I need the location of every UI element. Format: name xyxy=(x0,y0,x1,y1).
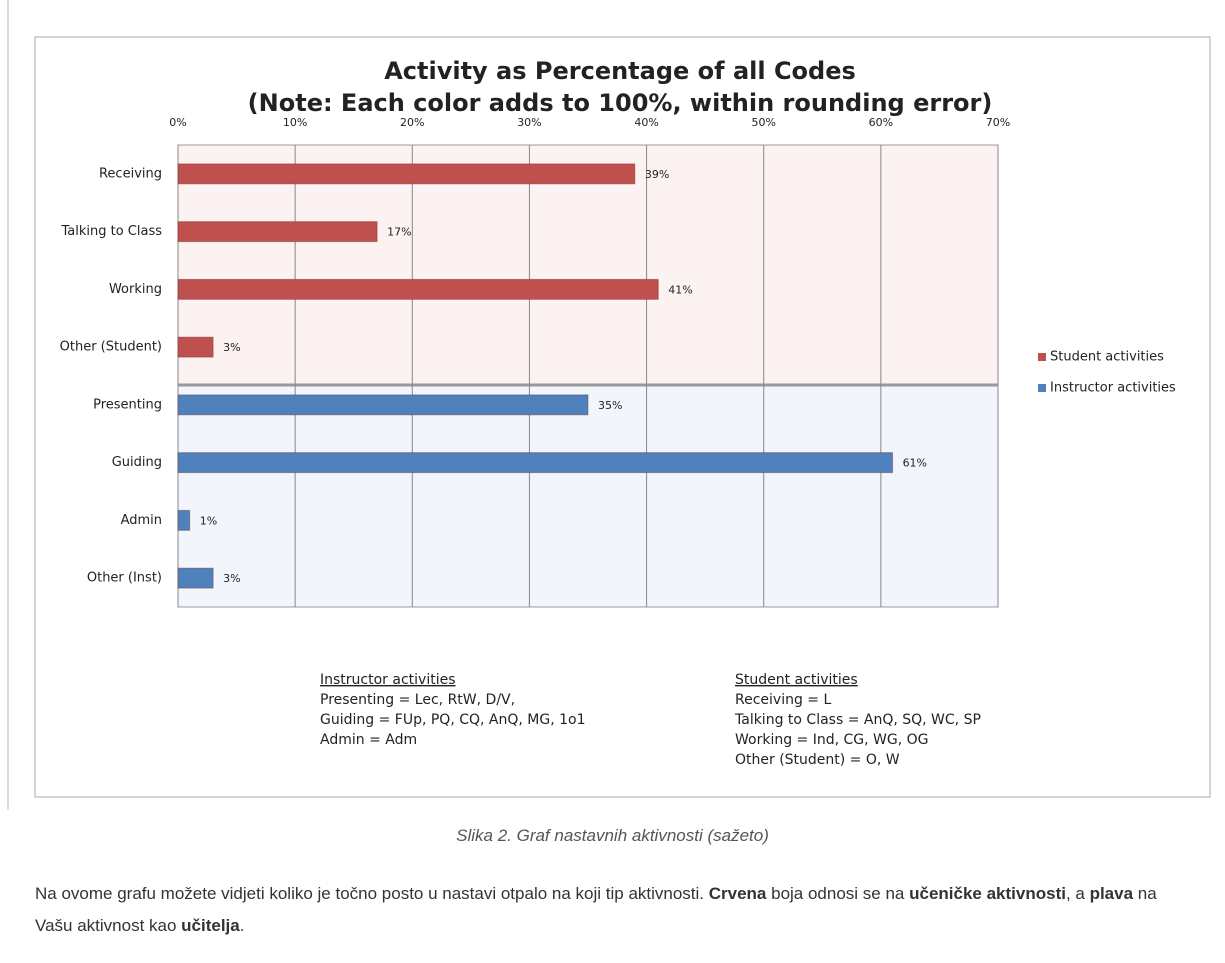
y-tick-label: Guiding xyxy=(112,455,162,470)
caption: Slika 2. Graf nastavnih aktivnosti (saže… xyxy=(456,826,769,845)
y-tick-label: Admin xyxy=(121,513,162,528)
bar xyxy=(177,509,191,531)
bar xyxy=(177,278,659,300)
bold-text: učitelja xyxy=(181,916,240,935)
note-line: Talking to Class = AnQ, SQ, WC, SP xyxy=(734,712,981,728)
y-tick-label: Presenting xyxy=(93,397,162,412)
paragraph: Na ovome grafu možete vidjeti koliko je … xyxy=(35,878,1165,942)
text: boja odnosi se na xyxy=(766,884,910,903)
chart: Activity as Percentage of all Codes (Not… xyxy=(7,0,1211,810)
bar xyxy=(177,452,894,474)
x-tick-label: 30% xyxy=(517,116,541,129)
note-line: Receiving = L xyxy=(735,692,831,708)
bar xyxy=(177,163,636,185)
text: . xyxy=(239,916,245,935)
y-tick-label: Other (Student) xyxy=(60,340,162,355)
x-tick-label: 20% xyxy=(400,116,424,129)
value-label: 3% xyxy=(223,572,240,585)
value-label: 1% xyxy=(200,514,217,527)
x-tick-label: 40% xyxy=(634,116,658,129)
value-label: 35% xyxy=(598,399,622,412)
bar xyxy=(177,221,378,243)
note-line: Guiding = FUp, PQ, CQ, AnQ, MG, 1o1 xyxy=(320,712,586,728)
note-line: Presenting = Lec, RtW, D/V, xyxy=(320,692,515,708)
x-tick-label: 70% xyxy=(986,116,1010,129)
x-tick-label: 50% xyxy=(751,116,775,129)
y-tick-label: Talking to Class xyxy=(60,224,162,239)
legend-label: Instructor activities xyxy=(1050,381,1176,396)
value-label: 61% xyxy=(903,457,927,470)
note-line: Working = Ind, CG, WG, OG xyxy=(735,732,929,748)
bar xyxy=(177,567,214,589)
text: Na ovome grafu možete vidjeti koliko je … xyxy=(35,884,709,903)
bar xyxy=(177,336,214,358)
bold-text: učeničke aktivnosti xyxy=(909,884,1066,903)
value-label: 39% xyxy=(645,168,669,181)
text: na Vašu aktivnost kao xyxy=(35,884,1157,935)
chart-subtitle: (Note: Each color adds to 100%, within r… xyxy=(248,89,993,117)
bold-text: Crvena xyxy=(708,884,767,903)
x-tick-label: 0% xyxy=(169,116,186,129)
value-label: 3% xyxy=(223,341,240,354)
value-label: 41% xyxy=(668,283,692,296)
note-heading: Student activities xyxy=(735,672,858,688)
bold-text: plava xyxy=(1089,884,1134,903)
y-tick-label: Receiving xyxy=(99,166,162,181)
note-line: Other (Student) = O, W xyxy=(735,752,900,768)
instructor-region xyxy=(178,385,998,607)
text: , a xyxy=(1065,884,1090,903)
value-label: 17% xyxy=(387,226,411,239)
chart-title: Activity as Percentage of all Codes xyxy=(384,57,856,85)
x-tick-label: 10% xyxy=(283,116,307,129)
student-region xyxy=(178,145,998,385)
x-tick-label: 60% xyxy=(869,116,893,129)
legend-label: Student activities xyxy=(1050,350,1164,365)
y-tick-label: Working xyxy=(109,282,162,297)
legend-swatch xyxy=(1038,353,1046,361)
bar xyxy=(177,394,589,416)
legend-swatch xyxy=(1038,384,1046,392)
y-tick-label: Other (Inst) xyxy=(87,571,162,586)
note-line: Admin = Adm xyxy=(320,732,417,748)
note-heading: Instructor activities xyxy=(320,672,456,688)
